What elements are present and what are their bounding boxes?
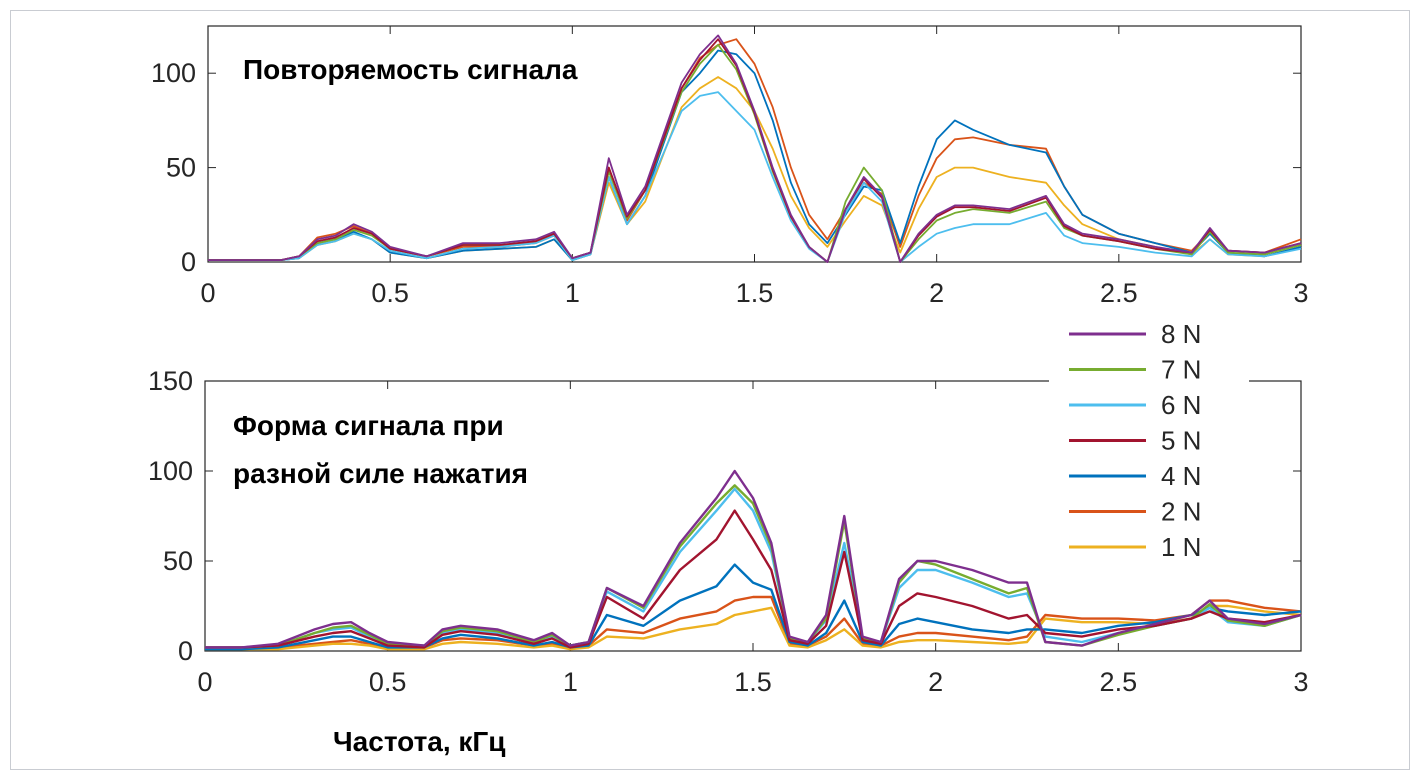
bottom-chart-title-line1: Форма сигнала при xyxy=(233,410,504,441)
legend: 8 N 7 N 6 N 5 N 4 N 2 N 1 N xyxy=(1049,319,1249,571)
top-x-tick-label: 0 xyxy=(200,278,215,308)
top-x-tick-label: 2.5 xyxy=(1100,278,1138,308)
legend-label-7n: 7 N xyxy=(1161,355,1201,385)
bottom-x-tick-label: 0.5 xyxy=(369,667,407,697)
bottom-y-tick-label: 150 xyxy=(148,366,193,396)
top-x-tick-label: 3 xyxy=(1293,278,1308,308)
bottom-chart-title-line2: разной силе нажатия xyxy=(233,458,528,489)
bottom-y-tick-label: 100 xyxy=(148,456,193,486)
bottom-x-tick-label: 2 xyxy=(928,667,943,697)
top-series-6n-line xyxy=(208,91,1302,263)
top-x-tick-label: 2 xyxy=(929,278,944,308)
top-x-tick-label: 0.5 xyxy=(371,278,409,308)
bottom-series-lines xyxy=(205,469,1302,651)
bottom-y-tick-label: 0 xyxy=(178,636,193,666)
top-y-tick-label: 50 xyxy=(166,153,196,183)
legend-box xyxy=(1049,319,1249,571)
bottom-series-5n-line xyxy=(205,509,1302,649)
top-x-tick-label: 1 xyxy=(565,278,580,308)
bottom-x-ticks: 0 0.5 1 1.5 2 2.5 3 xyxy=(197,381,1309,697)
x-axis-label: Частота, кГц xyxy=(333,726,506,757)
top-y-ticks: 0 50 100 xyxy=(151,58,1301,277)
top-y-tick-label: 0 xyxy=(181,247,196,277)
top-series-4n-line xyxy=(208,49,1302,262)
top-y-tick-label: 100 xyxy=(151,58,196,88)
legend-label-1n: 1 N xyxy=(1161,532,1201,562)
bottom-x-tick-label: 3 xyxy=(1293,667,1308,697)
legend-label-6n: 6 N xyxy=(1161,390,1201,420)
panel-top: 0 50 100 0 0.5 1 1.5 2 2.5 3 Повторяемость сигна… xyxy=(151,25,1309,308)
top-series-lines xyxy=(208,34,1302,263)
bottom-x-tick-label: 0 xyxy=(197,667,212,697)
bottom-x-tick-label: 1.5 xyxy=(734,667,772,697)
top-x-tick-label: 1.5 xyxy=(736,278,774,308)
legend-label-4n: 4 N xyxy=(1161,461,1201,491)
bottom-y-ticks: 0 50 100 150 xyxy=(148,366,1301,666)
bottom-series-8n-line xyxy=(205,469,1302,649)
bottom-series-1n-line xyxy=(205,604,1302,651)
top-chart-title: Повторяемость сигнала xyxy=(243,54,578,85)
bottom-series-4n-line xyxy=(205,563,1302,651)
figure-frame: 0 50 100 0 0.5 1 1.5 2 2.5 3 Повторяемость сигна… xyxy=(10,10,1410,770)
top-series-8n-line xyxy=(208,34,1302,263)
bottom-x-tick-label: 1 xyxy=(563,667,578,697)
legend-label-2n: 2 N xyxy=(1161,497,1201,527)
legend-label-5n: 5 N xyxy=(1161,426,1201,456)
bottom-y-tick-label: 50 xyxy=(163,546,193,576)
bottom-x-tick-label: 2.5 xyxy=(1100,667,1138,697)
legend-label-8n: 8 N xyxy=(1161,319,1201,349)
top-x-ticks: 0 0.5 1 1.5 2 2.5 3 xyxy=(200,26,1309,308)
